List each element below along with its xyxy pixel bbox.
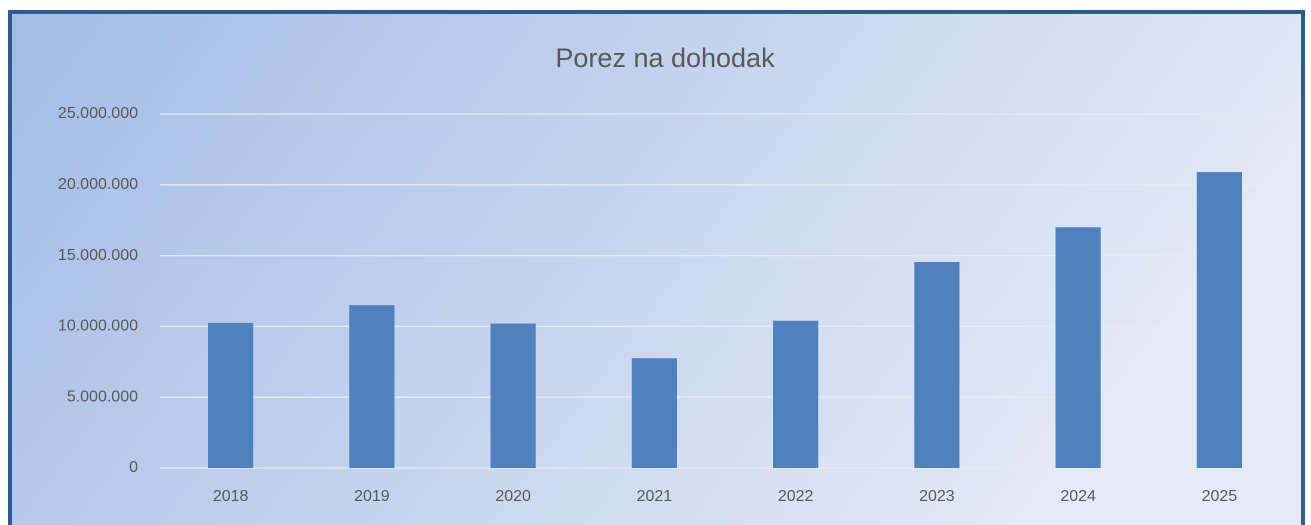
x-tick-label: 2023 bbox=[919, 488, 955, 505]
chart-title: Porez na dohodak bbox=[555, 43, 775, 73]
bar bbox=[631, 358, 677, 468]
plot-area: 0 5.000.000 10.000.000 15.000.000 20.000.000… bbox=[58, 105, 1290, 505]
bar bbox=[1055, 227, 1101, 468]
x-tick-label: 2020 bbox=[495, 488, 531, 505]
y-tick-label: 10.000.000 bbox=[58, 318, 138, 335]
y-tick-label: 20.000.000 bbox=[58, 176, 138, 193]
y-tick-label: 25.000.000 bbox=[58, 105, 138, 122]
bar bbox=[490, 323, 536, 468]
x-tick-label: 2025 bbox=[1202, 488, 1238, 505]
y-tick-label: 5.000.000 bbox=[67, 388, 138, 405]
bar bbox=[1196, 172, 1242, 468]
x-tick-label: 2019 bbox=[354, 488, 390, 505]
y-tick-label: 0 bbox=[129, 459, 138, 476]
x-tick-label: 2021 bbox=[637, 488, 673, 505]
bar bbox=[208, 322, 254, 468]
bar bbox=[773, 320, 819, 468]
x-tick-label: 2022 bbox=[778, 488, 814, 505]
x-tick-label: 2018 bbox=[213, 488, 249, 505]
x-tick-label: 2024 bbox=[1060, 488, 1096, 505]
bar bbox=[914, 261, 960, 468]
y-tick-label: 15.000.000 bbox=[58, 247, 138, 264]
bar bbox=[349, 305, 395, 468]
